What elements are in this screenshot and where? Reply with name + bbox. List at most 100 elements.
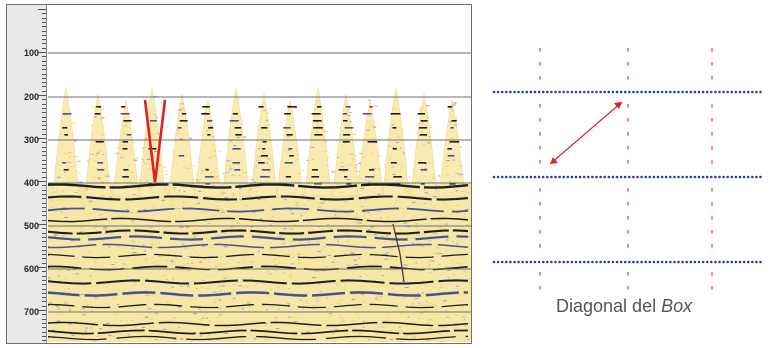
arrow-head-top (614, 102, 622, 109)
red-dash (539, 202, 541, 206)
wavefront-cone (250, 93, 278, 197)
wavefront-cone (438, 99, 466, 197)
reflector-dash (229, 120, 239, 122)
texture-speck (138, 332, 141, 334)
texture-speck (56, 176, 61, 178)
reflector-dash (122, 148, 128, 150)
texture-speck (146, 218, 148, 220)
texture-speck (215, 205, 219, 207)
blue-dot (529, 260, 533, 264)
texture-speck (432, 207, 435, 209)
blue-dot (525, 260, 529, 264)
texture-speck (132, 142, 135, 144)
texture-speck (300, 147, 302, 149)
texture-speck (424, 135, 428, 137)
texture-speck (102, 262, 104, 264)
texture-speck (406, 237, 408, 239)
red-dash (539, 48, 541, 52)
blue-dot (521, 90, 524, 94)
texture-speck (170, 204, 173, 206)
texture-speck (323, 246, 327, 248)
texture-speck (244, 256, 246, 258)
texture-speck (362, 321, 365, 322)
texture-speck (357, 176, 359, 178)
texture-speck (168, 231, 172, 232)
texture-speck (288, 304, 290, 305)
texture-speck (195, 297, 197, 298)
texture-speck (225, 175, 227, 177)
texture-speck (388, 319, 391, 321)
texture-speck (341, 318, 344, 320)
texture-speck (84, 330, 87, 332)
texture-speck (243, 136, 247, 138)
texture-speck (70, 166, 74, 168)
texture-speck (428, 127, 432, 129)
blue-dot (685, 175, 688, 179)
texture-speck (321, 239, 323, 241)
texture-speck (188, 256, 190, 257)
texture-speck (451, 308, 453, 310)
texture-speck (406, 324, 408, 325)
texture-speck (269, 288, 273, 290)
texture-speck (446, 160, 450, 161)
texture-speck (221, 285, 225, 287)
reflector-dash (449, 183, 456, 185)
reflector-dash (285, 176, 291, 178)
texture-speck (196, 202, 201, 204)
texture-speck (75, 321, 77, 323)
blue-dot (652, 260, 656, 264)
texture-speck (134, 194, 137, 196)
texture-speck (450, 180, 452, 182)
texture-speck (424, 168, 428, 169)
texture-speck (101, 181, 103, 183)
blue-dot (562, 260, 565, 264)
texture-speck (465, 287, 469, 289)
texture-speck (189, 299, 194, 301)
texture-speck (372, 127, 377, 128)
texture-speck (281, 243, 286, 245)
texture-speck (179, 108, 184, 110)
texture-speck (308, 280, 311, 282)
texture-speck (209, 247, 214, 249)
texture-speck (337, 240, 339, 242)
texture-speck (324, 283, 326, 285)
blue-dot (738, 175, 742, 179)
blue-dot (632, 175, 635, 179)
texture-speck (170, 259, 173, 261)
blue-dot (660, 90, 664, 94)
texture-speck (375, 240, 378, 242)
texture-speck (269, 223, 271, 225)
wavefront-cone (332, 93, 360, 197)
red-dash (627, 272, 629, 276)
reflector-dash (369, 106, 373, 108)
texture-speck (141, 158, 144, 160)
blue-dot (701, 260, 705, 264)
texture-speck (133, 294, 136, 296)
texture-speck (55, 305, 59, 307)
texture-speck (275, 196, 279, 198)
red-dash (539, 272, 541, 276)
texture-speck (212, 185, 216, 187)
texture-speck (81, 234, 83, 236)
texture-speck (171, 286, 174, 288)
texture-speck (155, 247, 159, 248)
blue-dot (697, 90, 701, 94)
texture-speck (287, 149, 291, 151)
texture-speck (115, 152, 120, 154)
texture-speck (295, 202, 299, 204)
texture-speck (204, 173, 206, 175)
texture-speck (347, 337, 350, 338)
texture-speck (436, 247, 440, 249)
texture-speck (384, 164, 387, 166)
texture-speck (95, 155, 97, 156)
texture-speck (425, 105, 430, 107)
texture-speck (338, 316, 342, 318)
texture-speck (363, 211, 366, 213)
texture-speck (276, 287, 280, 288)
texture-speck (261, 229, 265, 231)
texture-speck (428, 239, 432, 241)
texture-speck (278, 308, 280, 310)
reflector-dash (148, 183, 153, 185)
blue-dot (529, 175, 533, 179)
texture-speck (193, 165, 195, 167)
